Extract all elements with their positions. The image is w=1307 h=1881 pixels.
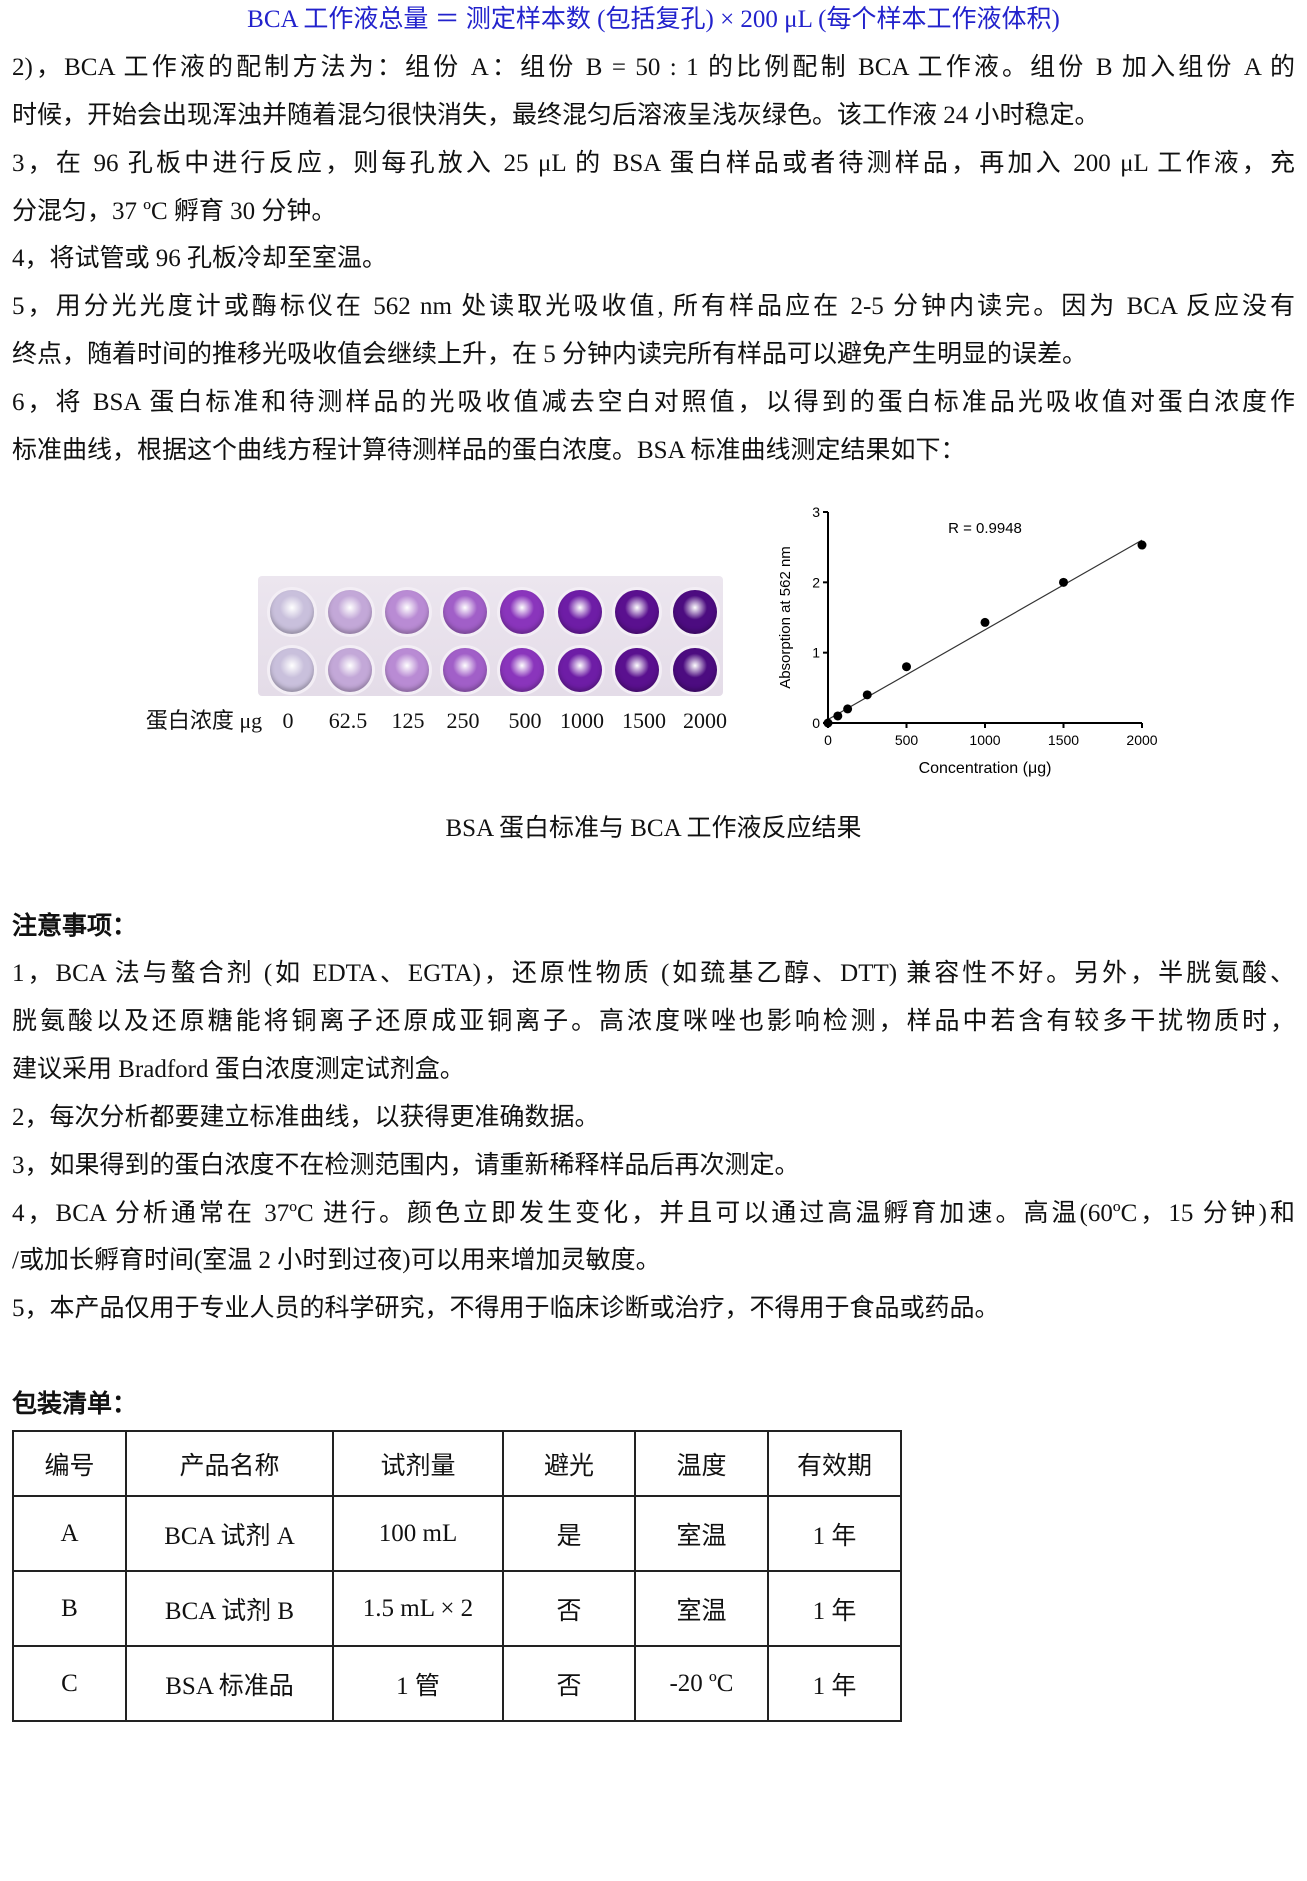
y-axis-label: Absorption at 562 nm xyxy=(777,546,794,689)
cell: 1 管 xyxy=(332,1645,504,1722)
well xyxy=(327,648,372,692)
header-cell: 试剂量 xyxy=(332,1430,504,1497)
table-row: C BSA 标准品 1 管否 -20 ºC 1 年 xyxy=(12,1645,902,1722)
data-point xyxy=(833,711,843,721)
step-3-line-2: 分混匀，37 ºC 孵育 30 分钟。 xyxy=(12,198,337,225)
cell: -20 ºC xyxy=(634,1645,769,1722)
well xyxy=(672,648,717,692)
concentration-label: 2000 xyxy=(683,708,727,733)
cell: 100 mL xyxy=(332,1495,504,1572)
concentration-label: 1500 xyxy=(622,708,666,733)
well xyxy=(442,648,487,692)
fit-line xyxy=(827,539,1143,721)
well xyxy=(385,648,429,692)
table-row: B BCA 试剂 B 1.5 mL × 2 否室温 1 年 xyxy=(12,1570,902,1647)
data-point xyxy=(902,662,911,672)
y-tick-label: 1 xyxy=(812,645,820,661)
x-tick-label: 1000 xyxy=(969,732,1000,748)
r-value-annotation: R = 0.9948 xyxy=(948,520,1022,537)
well xyxy=(615,648,659,692)
note-line: 4，BCA 分析通常在 37ºC 进行。颜色立即发生变化，并且可以通过高温孵育加… xyxy=(12,1200,1295,1227)
y-tick-label: 2 xyxy=(812,574,820,590)
note-line: /或加长孵育时间(室温 2 小时到过夜)可以用来增加灵敏度。 xyxy=(12,1247,661,1274)
cell: B xyxy=(12,1570,127,1647)
concentration-label: 62.5 xyxy=(328,708,368,733)
well-plate-photo xyxy=(258,576,723,696)
notes-heading: 注意事项： xyxy=(12,913,138,940)
cell: BCA 试剂 A xyxy=(125,1495,334,1572)
cell: BCA 试剂 B xyxy=(125,1570,334,1647)
cell: 1 年 xyxy=(767,1570,902,1647)
cell: 1 年 xyxy=(767,1645,902,1722)
cell: 1.5 mL × 2 xyxy=(332,1570,504,1647)
concentration-label: 250 xyxy=(446,708,480,733)
x-tick-label: 0 xyxy=(824,732,832,748)
concentration-label: 0 xyxy=(282,708,294,733)
well xyxy=(327,590,372,634)
plate-concentration-label: 蛋白浓度 μg xyxy=(145,708,263,733)
note-line: 2，每次分析都要建立标准曲线，以获得更准确数据。 xyxy=(12,1104,600,1131)
step-2-line-2: 时候，开始会出现浑浊并随着混匀很快消失，最终混匀后溶液呈浅灰绿色。该工作液 24… xyxy=(12,102,1100,129)
data-point xyxy=(843,704,853,714)
x-axis-label: Concentration (μg) xyxy=(919,760,1052,777)
note-line: 5，本产品仅用于专业人员的科学研究，不得用于临床诊断或治疗，不得用于食品或药品。 xyxy=(12,1295,1000,1322)
table-row: A BCA 试剂 A 100 mL 是室温 1 年 xyxy=(12,1495,902,1572)
cell: C xyxy=(12,1645,127,1722)
data-point xyxy=(862,690,872,700)
formula: BCA 工作液总量 ＝ 测定样本数 (包括复孔) × 200 μL (每个样本工… xyxy=(247,6,1060,33)
packing-table: 编号 产品名称 试剂量 避光 温度 有效期 A BCA 试剂 A 100 mL 是室温… xyxy=(12,1430,902,1722)
table-header-row: 编号 产品名称 试剂量 避光 温度 有效期 xyxy=(12,1430,902,1497)
well xyxy=(270,590,314,634)
cell: 否 xyxy=(502,1570,636,1647)
well xyxy=(270,648,314,692)
header-cell: 编号 xyxy=(12,1430,127,1497)
note-line: 胱氨酸以及还原糖能将铜离子还原成亚铜离子。高浓度咪唑也影响检测，样品中若含有较多… xyxy=(12,1008,1295,1035)
data-point xyxy=(980,617,990,627)
cell: 是 xyxy=(502,1495,636,1572)
cell: 1 年 xyxy=(767,1495,902,1572)
y-tick-label: 0 xyxy=(812,715,820,731)
x-tick-label: 500 xyxy=(895,732,919,748)
well xyxy=(442,590,487,634)
y-tick-label: 3 xyxy=(812,504,820,520)
note-line: 1，BCA 法与螯合剂 (如 EDTA、EGTA)，还原性物质 (如巯基乙醇、D… xyxy=(12,960,1295,987)
cell: 室温 xyxy=(634,1495,769,1572)
data-point xyxy=(1059,577,1068,587)
well xyxy=(672,590,717,634)
x-tick-label: 1500 xyxy=(1048,732,1079,748)
step-4: 4，将试管或 96 孔板冷却至室温。 xyxy=(12,245,388,272)
note-line: 建议采用 Bradford 蛋白浓度测定试剂盒。 xyxy=(12,1056,465,1083)
cell: 否 xyxy=(502,1645,636,1722)
x-tick-label: 2000 xyxy=(1126,732,1157,748)
concentration-label: 1000 xyxy=(560,708,604,733)
step-6-line-1: 6，将 BSA 蛋白标准和待测样品的光吸收值减去空白对照值，以得到的蛋白标准品光… xyxy=(12,389,1295,416)
cell: BSA 标准品 xyxy=(125,1645,334,1722)
well xyxy=(557,590,602,634)
well xyxy=(615,590,659,634)
cell: 室温 xyxy=(634,1570,769,1647)
cell: A xyxy=(12,1495,127,1572)
step-5-line-1: 5，用分光光度计或酶标仪在 562 nm 处读取光吸收值, 所有样品应在 2-5… xyxy=(12,293,1295,320)
concentration-label: 125 xyxy=(391,708,425,733)
header-cell: 避光 xyxy=(502,1430,636,1497)
concentration-label: 500 xyxy=(508,708,542,733)
well xyxy=(500,590,544,634)
well xyxy=(557,648,602,692)
step-5-line-2: 终点，随着时间的推移光吸收值会继续上升，在 5 分钟内读完所有样品可以避免产生明… xyxy=(12,341,1088,368)
header-cell: 温度 xyxy=(634,1430,769,1497)
step-6-line-2: 标准曲线，根据这个曲线方程计算待测样品的蛋白浓度。BSA 标准曲线测定结果如下： xyxy=(12,437,966,464)
standard-curve-chart: 0 1 2 3 0 500 1000 1500 2000 R = 0.9948 Concentrat… xyxy=(777,504,1158,777)
step-3-line-1: 3，在 96 孔板中进行反应，则每孔放入 25 μL 的 BSA 蛋白样品或者待… xyxy=(12,150,1295,177)
step-2-line-1: 2)，BCA 工作液的配制方法为：组份 A：组份 B = 50 : 1 的比例配… xyxy=(12,54,1295,81)
data-point xyxy=(823,718,833,728)
data-point xyxy=(1137,540,1147,550)
well xyxy=(500,648,544,692)
well xyxy=(385,590,429,634)
note-line: 3，如果得到的蛋白浓度不在检测范围内，请重新稀释样品后再次测定。 xyxy=(12,1152,800,1179)
figure-caption: BSA 蛋白标准与 BCA 工作液反应结果 xyxy=(445,815,862,842)
packing-heading: 包装清单： xyxy=(12,1391,138,1418)
header-cell: 有效期 xyxy=(767,1430,902,1497)
header-cell: 产品名称 xyxy=(125,1430,334,1497)
